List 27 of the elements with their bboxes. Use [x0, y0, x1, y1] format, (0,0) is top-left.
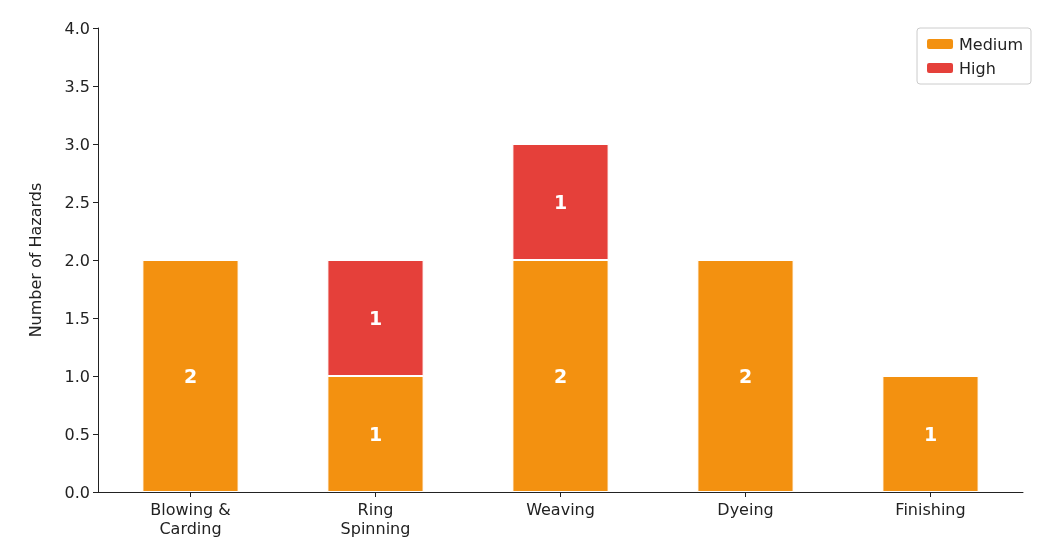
bar — [142, 260, 239, 492]
data-label: 1 — [368, 423, 383, 445]
data-label: 1 — [553, 191, 568, 213]
y-tick-label: 2.5 — [64, 192, 90, 212]
x-tick-label: Blowing & Carding — [150, 500, 231, 538]
y-tick-label: 3.0 — [64, 134, 90, 154]
bar — [882, 376, 979, 492]
y-tick-label: 1.5 — [64, 308, 90, 328]
y-tick-label: 3.5 — [64, 76, 90, 96]
bar — [697, 260, 794, 492]
y-tick-label: 1.0 — [64, 366, 90, 386]
x-tick-label: Weaving — [526, 500, 595, 519]
data-label: 2 — [738, 365, 753, 387]
legend-label: Medium — [959, 34, 1024, 54]
data-label: 1 — [923, 423, 938, 445]
data-label: 2 — [183, 365, 198, 387]
data-label: 2 — [553, 365, 568, 387]
x-tick-label: Dyeing — [717, 500, 774, 519]
y-tick-label: 0.0 — [64, 482, 90, 502]
y-tick-label: 4.0 — [64, 18, 90, 38]
y-tick-label: 2.0 — [64, 250, 90, 270]
data-label: 1 — [368, 307, 383, 329]
x-tick-label: Finishing — [895, 500, 966, 519]
legend-label: High — [959, 58, 996, 78]
x-tick-label: Ring Spinning — [340, 500, 411, 538]
y-axis-title: Number of Hazards — [25, 182, 45, 338]
y-tick-label: 0.5 — [64, 424, 90, 444]
